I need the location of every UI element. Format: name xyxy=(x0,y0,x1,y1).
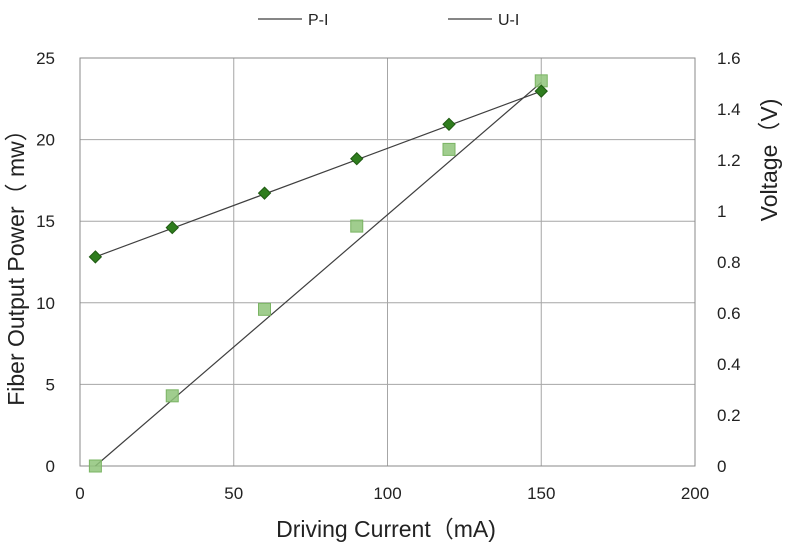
y-tick-labels: 0 5 10 15 20 25 xyxy=(36,49,55,476)
y2-axis-title: Voltage（V) xyxy=(756,99,782,222)
y-tick-label-5: 25 xyxy=(36,49,55,68)
x-tick-label-3: 150 xyxy=(527,484,555,503)
point-p-i-0 xyxy=(88,459,102,473)
y2-tick-label-2: 0.4 xyxy=(717,355,741,374)
y-axis-title: Fiber Output Power（ mw） xyxy=(3,118,29,406)
point-u-i-1 xyxy=(165,220,179,235)
y2-tick-label-3: 0.6 xyxy=(717,304,741,323)
point-u-i-3 xyxy=(350,152,364,166)
x-tick-label-0: 0 xyxy=(75,484,84,503)
y-tick-label-4: 20 xyxy=(36,131,55,150)
legend-label-p-i: P-I xyxy=(308,12,328,29)
x-tick-label-2: 100 xyxy=(373,484,401,503)
y2-tick-label-0: 0 xyxy=(717,457,726,476)
x-tick-label-4: 200 xyxy=(681,484,709,503)
x-tick-label-1: 50 xyxy=(224,484,243,503)
x-tick-labels: 0 50 100 150 200 xyxy=(75,484,709,503)
point-p-i-2 xyxy=(258,302,271,316)
y-tick-label-1: 5 xyxy=(46,375,55,394)
y-tick-label-3: 15 xyxy=(36,212,55,231)
grid-lines xyxy=(79,57,696,467)
point-u-i-5 xyxy=(534,84,548,98)
y2-tick-label-7: 1.4 xyxy=(717,100,741,119)
point-p-i-1 xyxy=(165,389,179,403)
legend-label-u-i: U-I xyxy=(498,12,519,29)
point-u-i-4 xyxy=(442,117,456,132)
y-tick-label-0: 0 xyxy=(46,457,55,476)
legend: P-I U-I xyxy=(258,12,519,29)
point-p-i-4 xyxy=(442,142,456,156)
y2-tick-label-8: 1.6 xyxy=(717,49,741,68)
y2-tick-label-1: 0.2 xyxy=(717,406,741,425)
point-p-i-3 xyxy=(350,219,364,233)
y2-tick-labels: 0 0.2 0.4 0.6 0.8 1 1.2 1.4 1.6 xyxy=(717,49,741,476)
point-u-i-2 xyxy=(257,186,272,200)
x-axis-title: Driving Current（mA) xyxy=(276,516,496,542)
y-tick-label-2: 10 xyxy=(36,294,55,313)
y2-tick-label-4: 0.8 xyxy=(717,253,741,272)
trend-line-u-i xyxy=(95,90,542,258)
plot-frame xyxy=(79,57,696,467)
y2-tick-label-5: 1 xyxy=(717,202,726,221)
point-u-i-0 xyxy=(88,250,103,264)
y2-tick-label-6: 1.2 xyxy=(717,151,741,170)
data-markers xyxy=(88,74,548,473)
